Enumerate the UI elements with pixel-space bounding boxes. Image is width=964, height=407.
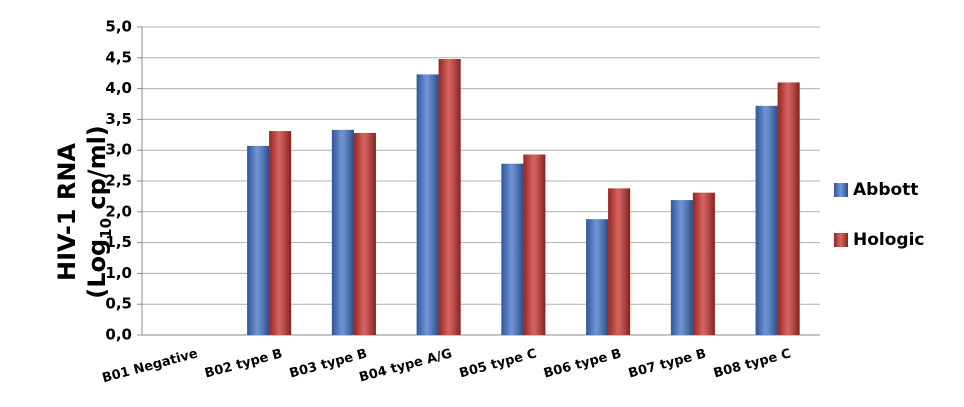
y-tick-label: 0,0 xyxy=(105,326,132,344)
y-title-text: (Log xyxy=(83,239,111,299)
y-title-text: cp/ml) xyxy=(83,125,111,218)
y-title-line1: HIV-1 RNA xyxy=(53,143,81,281)
y-title-sub: 10 xyxy=(97,218,115,239)
bar-shade xyxy=(755,105,778,336)
x-tick-label: B03 type B xyxy=(288,346,369,381)
y-tick-label: 3,0 xyxy=(105,141,132,159)
legend-swatch-shade xyxy=(834,183,848,197)
bar-shade xyxy=(438,59,461,335)
y-tick-label: 2,0 xyxy=(105,202,132,220)
x-tick-label: B07 type B xyxy=(627,346,708,381)
legend-swatch-shade xyxy=(834,233,848,247)
x-tick-label: B08 type C xyxy=(712,346,793,381)
legend-label: Hologic xyxy=(853,230,925,250)
bar-shade xyxy=(692,192,715,335)
bar-shade xyxy=(501,163,524,335)
y-tick-label: 3,5 xyxy=(105,110,132,128)
y-tick-label: 5,0 xyxy=(105,18,132,36)
y-tick-label: 4,5 xyxy=(105,48,132,66)
x-tick-label: B02 type B xyxy=(203,346,284,381)
y-axis-title: HIV-1 RNA (Log10 cp/ml) xyxy=(53,125,115,299)
y-tick-label: 2,5 xyxy=(105,172,132,190)
bar-shade xyxy=(331,129,354,335)
x-tick-label: B01 Negative xyxy=(101,346,200,386)
bar-shade xyxy=(523,154,546,335)
bar-shade xyxy=(586,219,609,335)
bar-shade xyxy=(416,74,439,335)
x-tick-label: B06 type B xyxy=(542,346,623,381)
y-tick-label: 0,5 xyxy=(105,295,132,313)
bar-shade xyxy=(670,200,693,335)
x-tick-label: B05 type C xyxy=(458,346,539,381)
y-tick-label: 1,5 xyxy=(105,233,132,251)
y-tick-label: 1,0 xyxy=(105,264,132,282)
x-tick-label: B04 type A/G xyxy=(358,346,454,385)
bar-shade xyxy=(777,82,800,335)
y-tick-label: 4,0 xyxy=(105,79,132,97)
legend-label: Abbott xyxy=(853,180,918,200)
bar-shade xyxy=(247,145,270,335)
y-title-line2: (Log10 cp/ml) xyxy=(83,125,115,299)
bar-shade xyxy=(353,132,376,335)
bar-shade xyxy=(269,131,292,335)
bar-shade xyxy=(608,188,631,335)
